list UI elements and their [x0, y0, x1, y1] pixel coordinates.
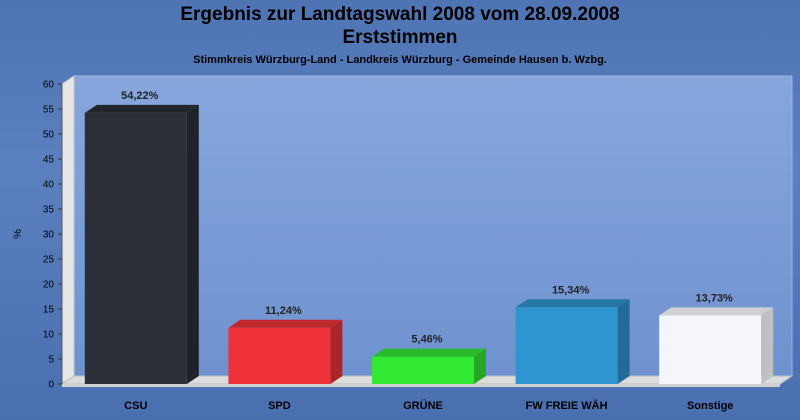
y-tick-label: 10 — [43, 330, 55, 341]
bar-top — [515, 299, 630, 308]
y-tick-label: 30 — [43, 230, 55, 241]
bar-front — [228, 327, 331, 384]
bar-fw-freie-w-h: 15,34% — [515, 284, 630, 384]
y-axis: 0 5 10 15 20 25 30 35 40 45 50 55 60% — [12, 80, 63, 391]
bar-side — [761, 307, 774, 384]
bar-value-label: 11,24% — [265, 305, 302, 317]
y-axis-label: % — [12, 229, 24, 239]
bar-top — [659, 307, 774, 316]
y-tick-label: 15 — [43, 305, 55, 316]
bar-front — [84, 112, 187, 385]
y-tick-label: 5 — [48, 355, 54, 366]
bar-top — [84, 104, 199, 113]
y-tick-label: 0 — [48, 380, 54, 391]
bar-sonstige: 13,73% — [659, 292, 774, 384]
bar-gr-ne: 5,46% — [372, 334, 486, 384]
bar-side — [474, 348, 486, 384]
bar-value-label: 15,34% — [552, 284, 590, 296]
y-tick-label: 50 — [43, 130, 55, 141]
bar-value-label: 13,73% — [696, 292, 734, 304]
y-tick-label: 20 — [43, 280, 55, 291]
plot-floor-edge — [62, 384, 780, 387]
y-tick-label: 35 — [43, 205, 55, 216]
y-tick-label: 40 — [43, 180, 55, 191]
bar-front — [659, 315, 762, 384]
x-tick-label: GRÜNE — [403, 399, 443, 412]
bar-value-label: 5,46% — [411, 334, 442, 346]
y-tick-label: 25 — [43, 255, 55, 266]
x-tick-label: CSU — [124, 400, 147, 412]
y-tick-label: 55 — [43, 105, 55, 116]
chart-caption: Stimmkreis Würzburg-Land - Landkreis Wür… — [193, 54, 607, 66]
bar-front — [515, 307, 618, 384]
y-tick-label: 45 — [43, 155, 55, 166]
chart-title: Ergebnis zur Landtagswahl 2008 vom 28.09… — [180, 4, 620, 25]
bar-top — [228, 319, 343, 328]
chart-subtitle: Erststimmen — [342, 27, 458, 48]
x-tick-label: Sonstige — [687, 400, 733, 412]
bar-value-label: 54,22% — [121, 90, 159, 102]
bar-side — [186, 104, 199, 385]
bar-top — [372, 348, 486, 357]
x-tick-label: SPD — [268, 400, 291, 412]
y-tick-label: 60 — [43, 80, 55, 91]
bar-spd: 11,24% — [228, 305, 343, 384]
x-tick-label: FW FREIE WÄH — [526, 399, 608, 412]
bars: 54,22% 11,24% 5,46% 15,34% 13,73% — [84, 90, 774, 385]
x-axis: CSU SPD GRÜNE FW FREIE WÄH Sonstige — [124, 399, 733, 412]
bar-side — [330, 319, 343, 384]
bar-front — [372, 356, 474, 384]
bar-side — [617, 299, 630, 384]
bar-csu: 54,22% — [84, 90, 199, 385]
plot-side-wall — [61, 75, 75, 385]
